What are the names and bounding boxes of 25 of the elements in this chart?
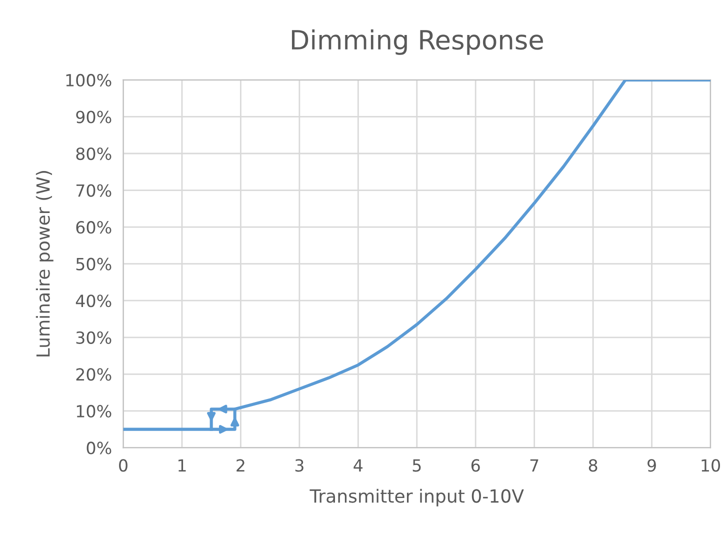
- y-tick-label: 60%: [76, 221, 112, 234]
- x-tick-label: 7: [530, 459, 538, 472]
- x-tick-label: 4: [354, 459, 363, 472]
- x-tick-label: 10: [702, 459, 720, 472]
- x-tick-label: 1: [178, 459, 186, 472]
- y-tick-label: 0%: [86, 442, 112, 454]
- x-tick-label: 2: [236, 459, 244, 472]
- x-tick-label: 3: [295, 459, 304, 472]
- y-tick-label: 50%: [76, 258, 112, 270]
- x-tick-label: 0: [119, 459, 128, 472]
- y-tick-label: 20%: [76, 368, 112, 381]
- y-tick-label: 80%: [76, 147, 112, 160]
- x-tick-label: 9: [648, 459, 656, 472]
- y-axis-title: Luminaire power (W): [36, 171, 54, 356]
- x-tick-label: 5: [412, 459, 421, 472]
- y-tick-label: 10%: [76, 404, 112, 418]
- y-tick-label: 30%: [76, 331, 112, 344]
- y-tick-label: 100%: [66, 74, 112, 87]
- x-tick-label: 8: [588, 459, 598, 472]
- y-tick-label: 40%: [76, 294, 112, 308]
- y-tick-label: 90%: [76, 110, 112, 124]
- x-tick-label: 6: [471, 459, 480, 472]
- x-axis-title: Transmitter input 0-10V: [310, 488, 524, 506]
- y-tick-label: 70%: [76, 184, 112, 197]
- chart-title: Dimming Response: [292, 29, 543, 55]
